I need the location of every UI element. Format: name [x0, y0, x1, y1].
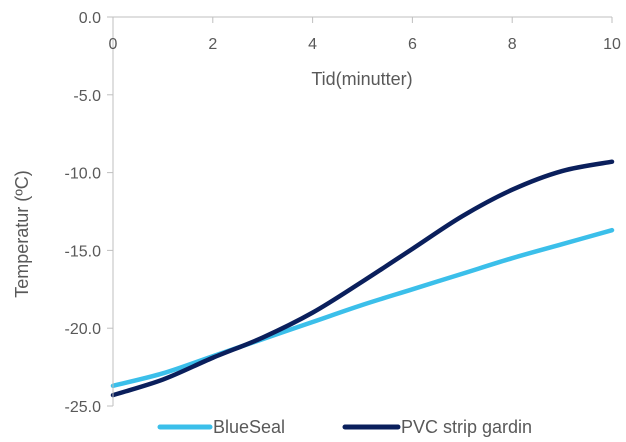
plot-area [110, 159, 615, 398]
y-tick-labels: 0.0 -5.0 -10.0 -15.0 -20.0 -25.0 [65, 10, 102, 416]
x-tick-label: 0 [109, 36, 118, 53]
y-tick-label: -5.0 [73, 88, 101, 105]
legend: BlueSeal PVC strip gardin [157, 417, 532, 437]
y-tick-label: -10.0 [65, 166, 102, 183]
series-line-blueseal [110, 227, 615, 389]
x-tick-labels: 0 2 4 6 8 10 [109, 36, 621, 53]
x-tick-label: 2 [208, 36, 217, 53]
legend-label-1: BlueSeal [213, 417, 285, 437]
series-line-pvc-strip-gardin [110, 159, 615, 398]
legend-label-2: PVC strip gardin [401, 417, 532, 437]
x-tick-label: 4 [308, 36, 317, 53]
x-tick-label: 10 [603, 36, 621, 53]
x-tick-label: 6 [408, 36, 417, 53]
y-tick-label: -25.0 [65, 399, 102, 416]
axes [107, 16, 613, 407]
y-tick-label: 0.0 [79, 10, 101, 27]
y-tick-label: -20.0 [65, 321, 102, 338]
x-tick-label: 8 [508, 36, 517, 53]
y-tick-label: -15.0 [65, 243, 102, 260]
x-axis-title: Tid(minutter) [311, 69, 412, 89]
y-axis-title: Temperatur (ºC) [12, 170, 32, 298]
